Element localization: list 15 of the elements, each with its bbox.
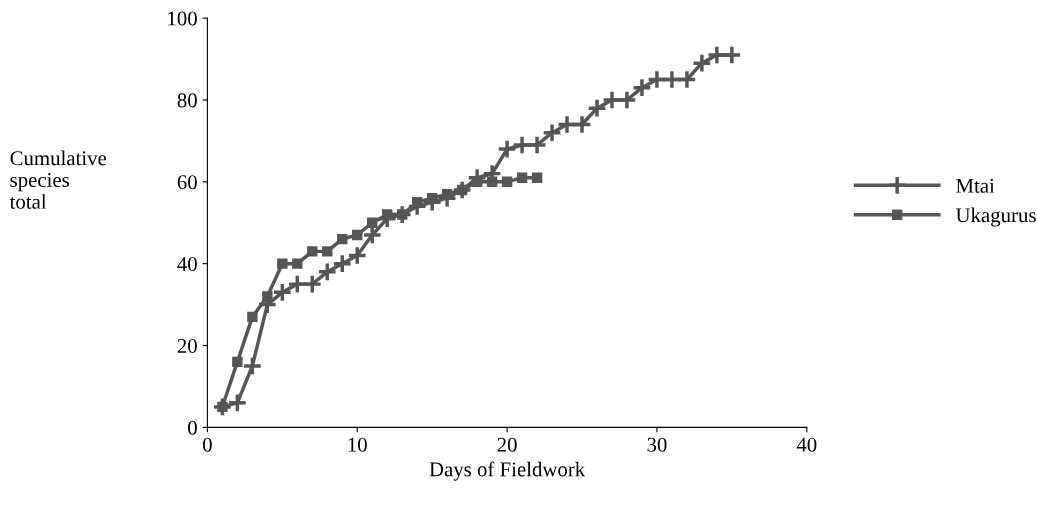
x-tick-label: 20 [497,437,517,452]
x-tick-label: 10 [348,437,367,452]
x-tick-label: 40 [796,437,817,452]
y-tick-label: 100 [168,11,197,26]
legend-label: Ukagurus [955,207,1036,227]
x-axis-title: Days of Fieldwork [429,461,586,481]
x-tick-label: 30 [647,437,667,452]
y-tick-label: 0 [188,420,197,435]
legend-label: Mtai [956,178,995,193]
y-tick-label: 40 [177,257,197,272]
x-tick-label: 0 [202,437,212,452]
y-tick-label: 20 [177,338,197,353]
y-tick-label: 60 [177,175,197,190]
y-axis-title: Cumulative species total [9,150,107,209]
y-tick-label: 80 [177,93,197,108]
